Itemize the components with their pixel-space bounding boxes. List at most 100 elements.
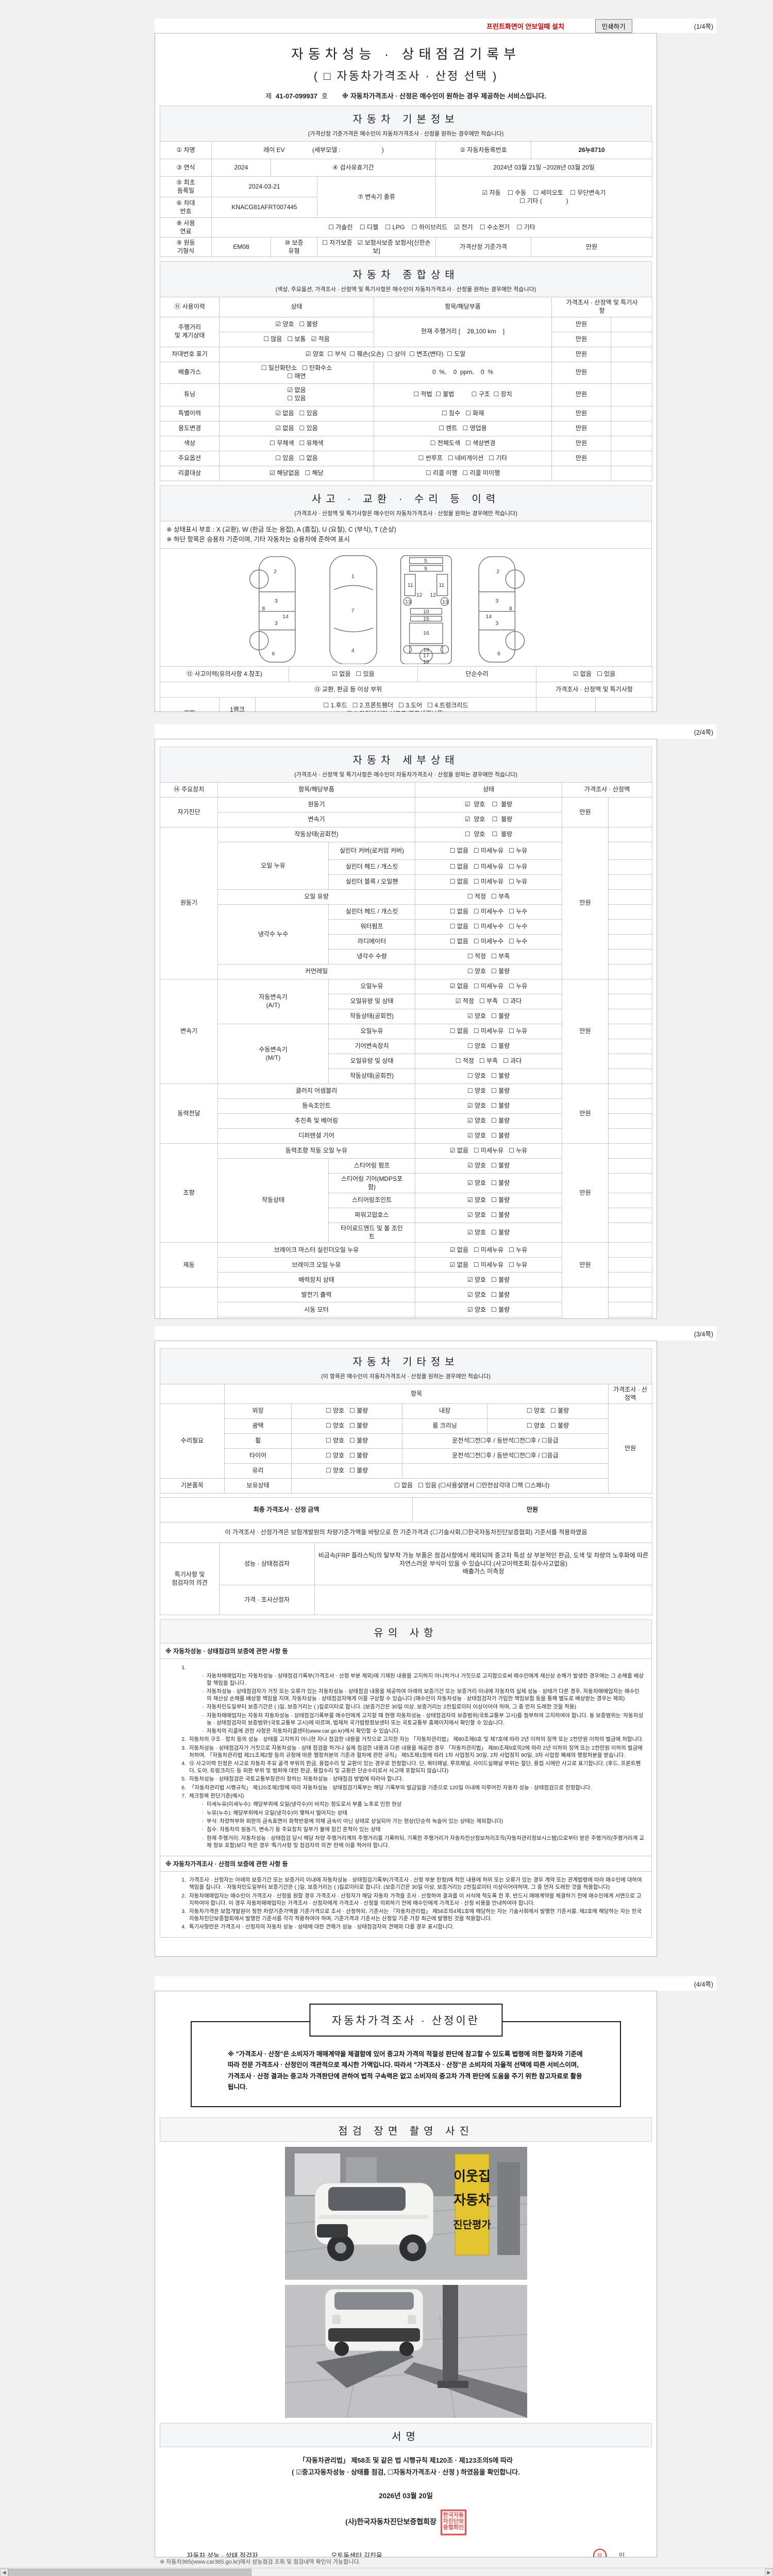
price-cell: 만원 [412, 1497, 652, 1523]
scrollbar-thumb[interactable] [8, 2569, 251, 2576]
label-cell: 배력장치 상태 [217, 1272, 416, 1288]
check-group: ☑ 해당없음 ☐ 해당 [219, 465, 374, 481]
scroll-left-arrow[interactable]: ◀ [0, 2568, 8, 2576]
table-row: 추진축 및 베어링 ☑ 양호 ☐ 불량 [160, 1113, 653, 1129]
table-row: 디퍼렌셜 기어 ☑ 양호 ☐ 불량 [160, 1128, 653, 1144]
empty-cell [608, 859, 653, 875]
check-group: ☑ 없음 ☐ 있음 [219, 420, 374, 436]
label-cell: 타이어 [224, 1448, 292, 1464]
label-cell: 제동 [160, 1242, 218, 1288]
empty-cell [608, 842, 653, 860]
table-row: 원동기 작동상태(공회전) ☐ 양호 ☐ 불량 만원 [160, 827, 653, 979]
table-row: ⑧ 사용 연료 ☐ 가솔린 ☐ 디젤 ☐ LPG ☐ 하이브리드 ☑ 전기 ☐ 수… [160, 217, 652, 238]
panel-rank-table: 외판 부위1랭크☐ 1.후드 ☐ 2.프론트휀더 ☐ 3.도어 ☐ 4.트렁크리… [160, 697, 652, 711]
check-group: ☑ 없음 ☐ 미세누유 ☐ 누유 [415, 1257, 563, 1273]
label-cell: 스티어링 기어(MDPS포 함) [328, 1173, 416, 1194]
label-cell: 주요옵션 [160, 450, 220, 466]
table-row: 오일 유량 ☐ 적정 ☐ 부족 [160, 889, 653, 905]
label-cell: 실린더 헤드 / 개스킷 [328, 904, 416, 920]
inspection-photo-front: 이웃집 자동차 진단평가 [284, 2147, 527, 2280]
check-group: ☑ 양호 ☐ 불량 [219, 316, 374, 332]
check-group: ☐ 양호 ☐ 불량 [415, 1069, 563, 1084]
check-group: ☑ 양호 ☐ 불량 [415, 1302, 563, 1318]
scrollbar-track[interactable] [8, 2568, 765, 2576]
notice-item: 1. [181, 1664, 186, 1671]
table-row: 조향 동력조향 작동 오일 누유 ☑ 없음 ☐ 미세누유 ☐ 누유 만원 [160, 1143, 653, 1243]
table-row: 등속조인트 ☑ 양호 ☐ 불량 [160, 1098, 653, 1114]
horizontal-scrollbar[interactable]: ◀ ▶ [0, 2568, 773, 2576]
svg-text:13: 13 [405, 600, 411, 605]
check-group: 운전석☐전☐후 / 동반석☐전☐후 / ☐응급 [401, 1448, 609, 1464]
label-cell: 1랭크 [219, 697, 256, 711]
label-cell: 가격조사 · 산정액 및 특기사 항 [551, 297, 652, 317]
label-cell: 현재 주행거리 [ 28,100 km ] [374, 316, 552, 347]
label-cell: 조향 [160, 1143, 218, 1243]
sign-confirm-text: 「자동차관리법」 제58조 및 같은 법 시행규칙 제120조 · 제123조의… [292, 2456, 520, 2477]
check-group: ☑ 없음 ☐ 미세누유 ☐ 누유 [415, 979, 563, 994]
label-cell: 등속조인트 [217, 1098, 416, 1114]
label-cell: 작동상태(공회전) [328, 1009, 416, 1024]
empty-cell [608, 1009, 653, 1024]
report-page-2: 자동차 세부상태 (가격조사 · 산정액 및 특기사항은 매수인이 자동차가격조… [155, 739, 657, 1319]
label-cell: 냉각수 누수 [217, 904, 329, 964]
footer-note: ※ 자동차365(www.car365.go.kr)에서 성능점검 조회 및 점… [160, 2559, 361, 2565]
svg-text:18: 18 [423, 659, 429, 664]
check-group: ☐ 양호 ☐ 불량 [415, 1083, 563, 1099]
inspector-opinion-table: 특기사항 및 점검자의 의견 성능 · 상태점검자 비금속(FRP 플라스틱)의 탈… [160, 1543, 652, 1616]
svg-text:17: 17 [423, 653, 429, 659]
table-row: 특기사항 및 점검자의 의견 성능 · 상태점검자 비금속(FRP 플라스틱)의 탈… [160, 1543, 652, 1616]
section-notice-header: 유의 사항 [160, 1619, 652, 1644]
svg-text:3: 3 [495, 621, 498, 626]
check-group: ☐ 자가보증 ☑ 보험사보증 보험사[신한손보] [317, 237, 436, 258]
price-cell: 만원 [562, 1083, 609, 1144]
check-group: ☑ 양호 ☐ 불량 [415, 812, 563, 827]
label-cell: 와이퍼 모터 기능 [217, 1317, 416, 1318]
print-button[interactable]: 인쇄하기 [595, 19, 632, 33]
label-cell: 상태 [219, 297, 374, 317]
check-group: ☐ 침수 ☐ 화재 [374, 405, 552, 421]
scroll-right-arrow[interactable]: ▶ [765, 2568, 773, 2576]
section-accident-header: 사고 · 교환 · 수리 등 이력 (가격조사 · 산정액 및 특기사항은 매수… [160, 485, 652, 521]
label-cell: 오일 유량 [217, 889, 416, 905]
check-group: ☑ 양호 ☐ 불량 [415, 1098, 563, 1114]
svg-text:진단평가: 진단평가 [453, 2219, 491, 2231]
empty-cell [608, 1158, 653, 1174]
table-row: 튜닝 ☑ 없음 ☐ 있음 ☐ 적법 ☐ 불법 ☐ 구조 ☐ 장치 만원 [160, 383, 652, 406]
notice-item: 3. 자동차성능 · 상태점검자가 거짓으로 자동차성능 · 상태 점검을 하거나… [181, 1744, 643, 1758]
table-row: 스티어링 기어(MDPS포 함) ☑ 양호 ☐ 불량 [160, 1173, 653, 1194]
table-row: 실린더 헤드 / 개스킷 ☐ 없음 ☐ 미세누유 ☐ 누유 [160, 859, 653, 875]
price-survey-explain-body: ※ "가격조사 · 산정"은 소비자가 매매계약을 체결함에 있어 중고차 가격… [228, 2050, 583, 2091]
price-cell: 만원 [562, 1143, 609, 1243]
check-group: ☐ 1.후드 ☐ 2.프론트휀더 ☐ 3.도어 ☐ 4.트렁크리드 ☐ 5.라디… [255, 697, 536, 711]
empty-cell [608, 1024, 653, 1039]
install-hint-text: 프린트화면이 안보일때 설치 [486, 22, 564, 30]
label-cell: 전기 [160, 1287, 218, 1318]
label-cell: 가격 · 조사산정자 [219, 1585, 315, 1616]
table-row: 용도변경 ☑ 없음 ☐ 있음 ☐ 렌트 ☐ 영업용 만원 [160, 420, 652, 436]
check-group: ☐ 썬루프 ☐ 네비게이션 ☐ 기타 [374, 450, 552, 466]
label-cell: 2024 [211, 159, 271, 177]
price-cell: 만원 [551, 383, 611, 406]
label-cell: 추진축 및 베어링 [217, 1113, 416, 1129]
table-row: 주행거리 및 계기상태 ☑ 양호 ☐ 불량 현재 주행거리 [ 28,100 km … [160, 316, 652, 347]
doc-title: 자동차성능 · 상태점검기록부 [291, 46, 521, 62]
inspector-stamp: 印 [593, 2548, 607, 2557]
table-row: 자기진단 원동기 ☑ 양호 ☐ 불량 만원 [160, 797, 653, 827]
table-row: ⑥ 차대 번호 KNACG81AFRT007445 [160, 197, 652, 218]
check-group: ☐ 없음 ☐ 있음 (☐사용설명서 ☐안전삼각대 ☐잭 ☐스패너) [291, 1478, 653, 1494]
etc-info-table: 항목 가격조사 · 산 정액 수리필요 외장 ☐ 양호 ☐ 불량 내장 ☐ 양호 ☐ 불량 만… [160, 1383, 653, 1494]
label-cell: 커먼레일 [217, 964, 416, 979]
page-indicator-2: (2/4쪽) [694, 728, 713, 736]
check-group: 운전석☐전☐후 / 동반석☐전☐후 / ☐응급 [401, 1433, 609, 1449]
price-cell: 만원 [531, 237, 652, 258]
label-cell: 오일 누유 [217, 842, 329, 890]
empty-cell [611, 420, 652, 436]
table-row: 작동상태 스티어링 펌프 ☑ 양호 ☐ 불량 [160, 1158, 653, 1243]
check-group: ☑ 양호 ☐ 불량 [415, 1193, 563, 1209]
empty-cell [314, 1585, 652, 1616]
report-page-4: 자동차가격조사 · 산정이란 ※ "가격조사 · 산정"은 소비자가 매매계약을… [155, 1991, 657, 2557]
table-row: 오일 누유 실린더 커버(로커암 커버) ☐ 없음 ☐ 미세누유 ☐ 누유 [160, 842, 653, 890]
price-cell: 만원 [562, 797, 609, 827]
table-row: ⑬ 교환, 판금 등 이상 부위 가격조사 · 산정액 및 특기사항 [160, 682, 653, 698]
